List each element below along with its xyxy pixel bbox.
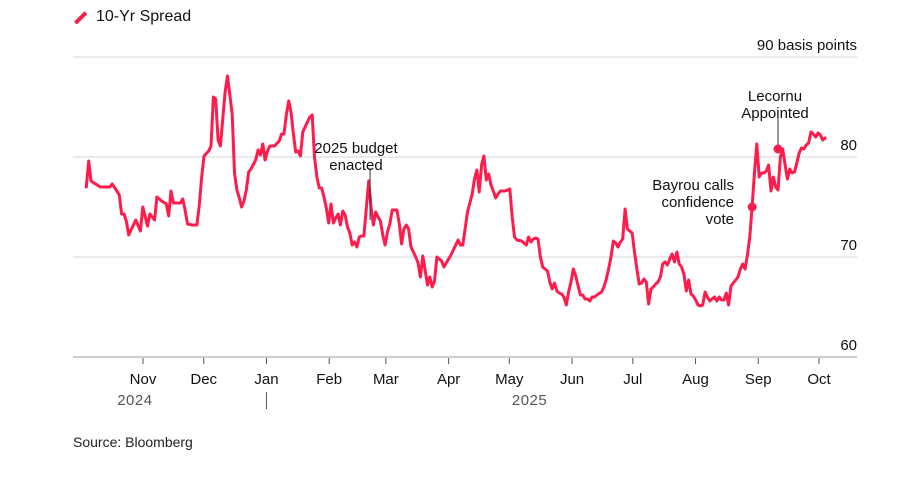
x-axis: Nov Dec Jan Feb Mar Apr May Jun Jul Aug Sep Oct 2024… — [117, 358, 831, 409]
x-tick-label-mar: Mar — [373, 371, 399, 388]
x-tick-label-sep: Sep — [745, 371, 772, 388]
source-note: Source: Bloomberg — [73, 434, 193, 450]
x-year-label-2025: 2025 — [512, 392, 547, 409]
x-tick-label-jan: Jan — [254, 371, 278, 388]
x-tick-label-oct: Oct — [807, 371, 831, 388]
annotation-label: 2025 budget enacted — [314, 140, 398, 174]
annotation-label: Bayrou calls confidence vote — [652, 177, 734, 228]
annotation-label-line: enacted — [329, 157, 382, 174]
y-axis-ticks: 90 basis points 80 70 60 — [757, 37, 857, 354]
annotation-1: Bayrou calls confidence vote — [652, 177, 757, 228]
x-tick-label-nov: Nov — [130, 371, 157, 388]
annotation-label-line: Bayrou calls — [652, 177, 734, 194]
y-tick-label-70: 70 — [840, 237, 857, 254]
annotation-label-line: Appointed — [741, 105, 809, 122]
legend: 10-Yr Spread — [72, 6, 191, 28]
annotations: 2025 budget enacted Bayrou calls confidence… — [314, 88, 808, 228]
legend-label: 10-Yr Spread — [96, 8, 192, 25]
x-tick-label-jun: Jun — [560, 371, 584, 388]
x-tick-label-jul: Jul — [623, 371, 642, 388]
annotation-2: Lecornu Appointed — [741, 88, 809, 154]
series-layer — [84, 74, 827, 308]
annotation-0: 2025 budget enacted — [314, 140, 399, 220]
annotation-marker — [747, 202, 757, 212]
annotation-label-line: 2025 budget — [314, 140, 398, 157]
x-tick-label-dec: Dec — [190, 371, 217, 388]
annotation-label: Lecornu Appointed — [741, 88, 809, 122]
x-tick-label-aug: Aug — [682, 371, 709, 388]
annotation-label-line: vote — [706, 211, 734, 228]
y-tick-label-60: 60 — [840, 337, 857, 354]
x-tick-label-apr: Apr — [437, 371, 460, 388]
y-tick-label-90: 90 basis points — [757, 37, 857, 54]
series-line-10yr-spread — [84, 74, 827, 308]
y-tick-label-80: 80 — [840, 137, 857, 154]
annotation-label-line: confidence — [661, 194, 734, 211]
gridlines — [73, 56, 857, 358]
x-tick-label-may: May — [495, 371, 524, 388]
x-year-label-2024: 2024 — [117, 392, 152, 409]
annotation-marker — [773, 144, 783, 154]
annotation-label-line: Lecornu — [748, 88, 802, 105]
x-tick-label-feb: Feb — [316, 371, 342, 388]
